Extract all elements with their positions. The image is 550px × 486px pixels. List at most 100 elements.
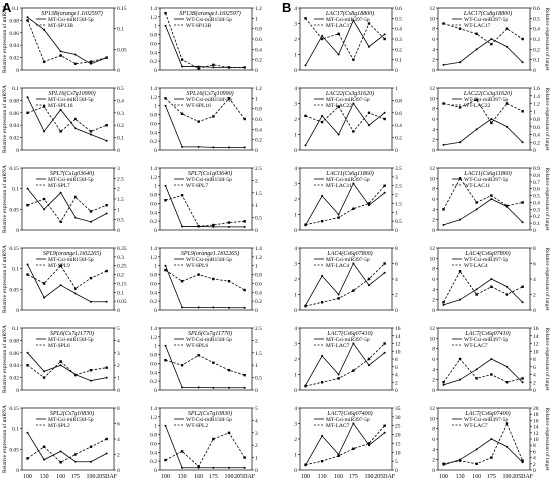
right-tick-label: 3 xyxy=(395,175,398,181)
legend-label: WT-LAC7 xyxy=(464,423,488,429)
legend-label: WT-SPL6 xyxy=(186,343,208,349)
right-tick-label: 0 xyxy=(117,148,120,154)
left-tick-label: 0.4 xyxy=(150,210,157,216)
left-tick-label: 4 xyxy=(294,6,297,12)
data-point xyxy=(228,386,230,389)
data-point xyxy=(367,357,371,361)
series-line xyxy=(27,264,107,303)
left-tick-label: 0.15 xyxy=(9,406,19,412)
series-line xyxy=(443,23,523,45)
right-tick-label: 0.2 xyxy=(395,136,402,142)
left-tick-label: 4 xyxy=(294,166,297,172)
right-tick-label: 1.5 xyxy=(255,191,262,197)
right-tick-label: 8 xyxy=(533,246,536,252)
data-point xyxy=(74,453,77,456)
subplot-title: LAC22(Cs3g31620) xyxy=(463,90,512,97)
data-point xyxy=(383,184,386,187)
right-tick-label: 0.5 xyxy=(117,86,124,92)
series-line xyxy=(305,342,385,386)
right-tick-label: 4 xyxy=(395,277,398,283)
data-point xyxy=(74,117,77,121)
left-tick-label: 1 xyxy=(294,293,297,299)
right-tick-label: 0.2 xyxy=(533,140,540,146)
plot-frame xyxy=(159,247,253,311)
data-point xyxy=(74,216,77,219)
subplot-title: LAC22(Cs3g31620) xyxy=(325,90,374,97)
right-tick-label: 10 xyxy=(395,349,401,355)
data-point xyxy=(243,456,246,459)
right-tick-label: 0 xyxy=(533,228,536,234)
data-point xyxy=(490,194,493,197)
right-tick-label: 20 xyxy=(395,433,401,439)
right-tick-label: 6 xyxy=(395,365,398,371)
data-point xyxy=(505,422,509,425)
right-tick-label: 12 xyxy=(395,342,401,348)
left-tick-label: 3 xyxy=(294,342,297,348)
ylabel-target: Relative expression of target xyxy=(544,328,550,391)
left-tick-label: 0.1 xyxy=(12,187,19,193)
data-point xyxy=(43,296,46,299)
legend-label: MT-LAC7 xyxy=(326,343,350,349)
left-tick-label: 2 xyxy=(294,437,297,443)
data-point xyxy=(43,370,46,373)
series-line xyxy=(27,352,107,382)
subplot-8: 0 0.2 0.4 0.6 0.8 1 1.2 1.4 0 0.2 0.4 0.6 0.8 1 1.2 1.4… xyxy=(150,246,262,314)
legend-label: MT-Csi-miR156f-5p xyxy=(48,16,94,23)
panel-b-label: B xyxy=(282,0,292,15)
data-point xyxy=(181,65,184,68)
data-point xyxy=(212,225,215,228)
data-point xyxy=(304,304,307,308)
left-tick-label: 1 xyxy=(294,373,297,379)
left-tick-label: 2 xyxy=(432,58,435,64)
subplot-22: 0246810120246810121416LAC7(Cs6g07410)WT-… xyxy=(430,326,539,394)
data-point xyxy=(243,466,246,469)
data-point xyxy=(164,264,167,267)
left-tick-label: 0.04 xyxy=(9,43,19,49)
right-tick-label: 0 xyxy=(395,308,398,314)
right-tick-label: 2 xyxy=(533,462,536,468)
x-tick-label: 160 xyxy=(334,474,343,480)
left-tick-label: 6 xyxy=(432,277,435,283)
right-tick-label: 1 xyxy=(255,203,258,209)
data-point xyxy=(304,384,307,388)
data-point xyxy=(321,194,324,197)
plot-frame xyxy=(21,247,115,311)
data-point xyxy=(458,177,462,180)
series-line xyxy=(27,438,107,463)
series-line xyxy=(443,438,523,466)
subplot-15: 0 1 2 3 4 0 0.2 0.4 0.6 0.8 1 LAC22(Cs3g31620)MT-Cs… xyxy=(294,86,402,154)
data-point xyxy=(228,146,230,149)
data-point xyxy=(90,460,92,463)
data-point xyxy=(74,53,77,56)
left-tick-label: 12 xyxy=(430,86,436,92)
right-tick-label: 2 xyxy=(395,380,398,386)
data-point xyxy=(352,369,355,372)
right-tick-label: 0 xyxy=(533,468,536,474)
right-tick-label: 0.8 xyxy=(255,273,262,279)
right-tick-label: 0 xyxy=(533,68,536,74)
right-tick-label: 0 xyxy=(533,388,536,394)
subplot-title: LAC7(Cs6g07410) xyxy=(464,330,510,337)
right-tick-label: 15 xyxy=(395,441,401,447)
legend-label: WT-Csi-miR156f-5p xyxy=(186,16,232,23)
subplot-title: SPL2(Cs7g10830) xyxy=(50,410,94,417)
left-tick-label: 0.8 xyxy=(150,273,157,279)
left-tick-label: 0.2 xyxy=(150,219,157,225)
data-point xyxy=(164,458,167,462)
left-tick-label: 0 xyxy=(294,228,297,234)
series-line xyxy=(27,360,107,379)
right-tick-label: 0.1 xyxy=(395,58,402,64)
data-point xyxy=(337,105,340,108)
data-point xyxy=(383,431,386,434)
left-tick-label: 0.2 xyxy=(150,299,157,305)
series-line xyxy=(27,432,107,463)
right-tick-label: 14 xyxy=(533,425,539,431)
data-point xyxy=(337,32,340,36)
data-point xyxy=(475,368,478,371)
subplot-title: LAC11(Cs6g11860) xyxy=(463,170,511,177)
right-tick-label: 0.2 xyxy=(395,47,402,53)
subplot-24: 02468101202468101214161820LAC7(Cs6g07400… xyxy=(430,406,539,480)
right-tick-label: 5 xyxy=(395,459,398,465)
left-tick-label: 3 xyxy=(294,422,297,428)
